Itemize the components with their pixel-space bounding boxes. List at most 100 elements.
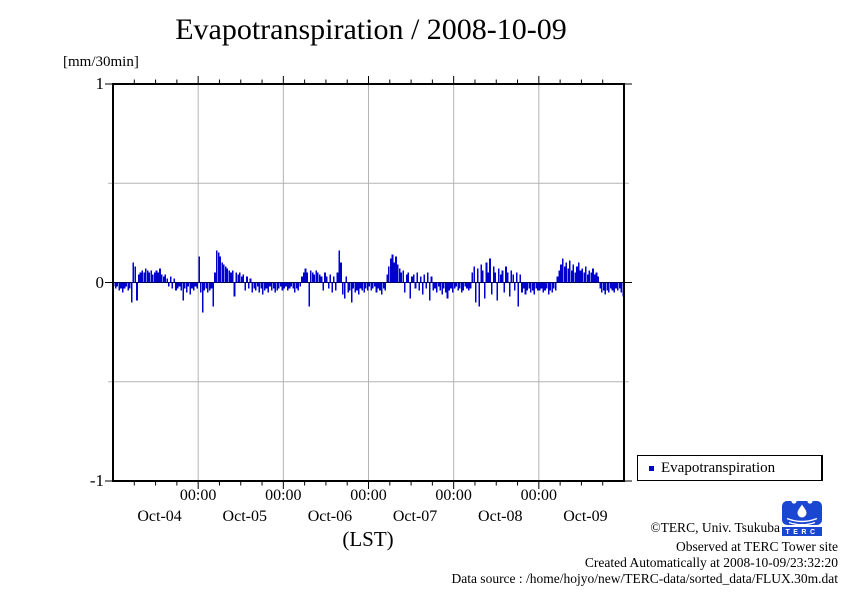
bar [597, 276, 600, 283]
bar [544, 282, 546, 291]
bar [200, 282, 202, 293]
bar [476, 268, 479, 283]
bar [125, 282, 128, 287]
bar [235, 272, 238, 283]
bar [409, 282, 411, 299]
bar [217, 252, 220, 283]
bar [528, 282, 530, 289]
bar [430, 276, 433, 283]
bar [317, 272, 319, 283]
x-tick-label-midnight: 00:00 [265, 487, 302, 504]
bar [396, 264, 399, 283]
bar [471, 272, 474, 283]
bar [292, 282, 294, 289]
logo-text-bar [782, 527, 822, 536]
bar [556, 276, 559, 283]
bar [524, 282, 527, 295]
x-axis-label: (LST) [342, 527, 394, 551]
bar [326, 276, 328, 283]
x-tick-label-midnight: 00:00 [520, 487, 558, 504]
bar [379, 282, 381, 291]
bar [487, 272, 490, 283]
bar [121, 282, 124, 293]
bar [258, 282, 261, 293]
bar [216, 250, 218, 283]
bar [361, 282, 364, 291]
bar [253, 282, 255, 289]
x-tick-label-day: Oct-06 [307, 508, 353, 525]
bar [368, 282, 371, 287]
bar [432, 282, 435, 291]
bar [299, 282, 301, 287]
bar [375, 282, 378, 293]
bar [267, 282, 270, 293]
y-tick-label-0: 0 [95, 273, 105, 292]
bar [116, 282, 119, 287]
bar [416, 272, 419, 283]
bar [230, 272, 232, 283]
bar [256, 282, 259, 287]
bar [446, 282, 449, 299]
bar [194, 282, 197, 287]
bar [203, 282, 206, 291]
bar [242, 274, 245, 283]
x-tick-label-midnight: 00:00 [179, 487, 217, 504]
bar [123, 282, 126, 289]
bar [512, 274, 514, 283]
bar [226, 268, 229, 283]
bar [189, 282, 191, 295]
bar [467, 282, 470, 291]
bar [132, 262, 135, 283]
bar [143, 272, 145, 283]
bar [324, 272, 326, 283]
bar [265, 282, 268, 289]
created-text: Created Automatically at 2008-10-09/23:3… [584, 555, 838, 570]
bar [595, 272, 598, 283]
bar [340, 262, 342, 283]
bar [137, 274, 140, 283]
bar [549, 282, 552, 291]
bar [437, 282, 440, 287]
bar [572, 264, 575, 283]
bar [588, 270, 591, 283]
bar [615, 282, 617, 289]
bar [255, 282, 257, 291]
bar [506, 272, 509, 283]
bar [441, 282, 443, 295]
bar [581, 268, 584, 283]
bar [521, 282, 523, 293]
bar [159, 268, 161, 283]
bar [579, 270, 582, 283]
bar [510, 270, 513, 283]
bar [276, 282, 278, 291]
bar [535, 282, 537, 289]
logo-text: TERC [785, 529, 818, 536]
bar [515, 272, 518, 283]
bar [228, 270, 231, 283]
bar [283, 282, 286, 289]
bar [393, 262, 396, 283]
bar [168, 282, 170, 287]
bar [494, 272, 497, 283]
page-title: Evapotranspiration / 2008-10-09 [175, 13, 567, 46]
bar [593, 274, 596, 283]
bar [184, 282, 186, 289]
bar [522, 282, 525, 289]
y-tick-label-neg-1: -1 [89, 471, 104, 490]
bar [531, 282, 534, 291]
legend-label: Evapotranspiration [661, 459, 776, 476]
bar [237, 274, 239, 283]
bar [372, 282, 374, 289]
y-axis-units-label: [mm/30min] [63, 54, 139, 70]
bar [569, 260, 571, 283]
bar [407, 272, 410, 283]
bar [129, 282, 131, 289]
bar [405, 274, 408, 283]
bar [178, 282, 181, 287]
bar [503, 282, 506, 293]
bar [306, 272, 309, 283]
bar [224, 266, 227, 283]
bar [333, 276, 335, 283]
bar [412, 274, 415, 283]
